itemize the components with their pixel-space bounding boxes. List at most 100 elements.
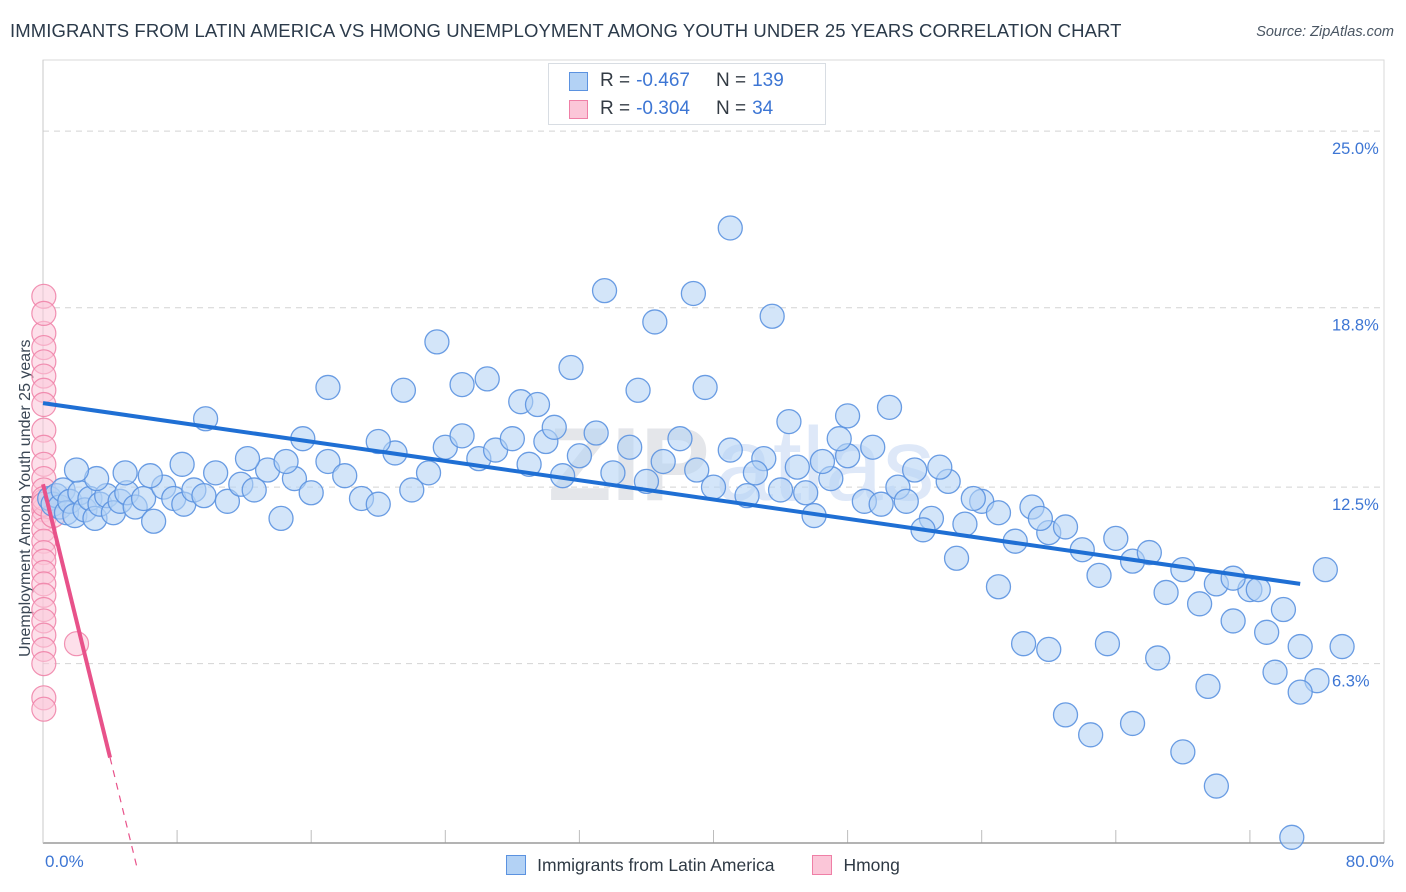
data-point-immigrants-latin-america[interactable] [784,454,810,480]
data-point-immigrants-latin-america[interactable] [191,482,217,509]
data-point-immigrants-latin-america[interactable] [1010,631,1037,657]
data-point-immigrants-latin-america[interactable] [399,477,425,503]
data-point-immigrants-latin-america[interactable] [1279,824,1305,850]
data-point-immigrants-latin-america[interactable] [1329,633,1355,660]
data-point-immigrants-latin-america[interactable] [617,434,643,460]
data-point-immigrants-latin-america[interactable] [268,505,294,532]
data-point-immigrants-latin-america[interactable] [600,460,626,486]
data-point-immigrants-latin-america[interactable] [1027,505,1054,532]
data-point-immigrants-latin-america[interactable] [332,463,358,489]
data-point-immigrants-latin-america[interactable] [1094,631,1121,657]
data-point-immigrants-latin-america[interactable] [834,403,861,429]
data-point-immigrants-latin-america[interactable] [767,477,794,503]
data-point-immigrants-latin-america[interactable] [960,485,986,512]
data-point-immigrants-latin-america[interactable] [650,448,676,475]
data-point-hmong[interactable] [31,651,57,677]
data-point-immigrants-latin-america[interactable] [541,414,567,440]
data-point-hmong[interactable] [31,696,57,722]
data-point-immigrants-latin-america[interactable] [776,408,802,435]
data-point-immigrants-latin-america[interactable] [234,445,261,472]
data-point-immigrants-latin-america[interactable] [583,420,609,446]
data-point-immigrants-latin-america[interactable] [415,460,442,486]
data-point-immigrants-latin-america[interactable] [591,277,618,304]
data-point-immigrants-latin-america[interactable] [499,426,525,452]
data-point-immigrants-latin-america[interactable] [985,500,1012,526]
data-point-immigrants-latin-america[interactable] [315,448,341,475]
data-point-immigrants-latin-america[interactable] [1170,739,1196,765]
data-point-immigrants-latin-america[interactable] [1036,636,1062,663]
data-point-immigrants-latin-america[interactable] [566,443,593,469]
data-point-immigrants-latin-america[interactable] [893,488,919,514]
trendline-hmong [41,483,112,759]
data-point-immigrants-latin-america[interactable] [1078,722,1104,748]
source-label: Source: ZipAtlas.com [1256,24,1394,40]
data-point-immigrants-latin-america[interactable] [315,374,341,401]
data-point-immigrants-latin-america[interactable] [1287,633,1313,660]
data-point-immigrants-latin-america[interactable] [298,480,324,506]
data-point-immigrants-latin-america[interactable] [943,545,970,571]
data-point-immigrants-latin-america[interactable] [203,460,229,486]
data-point-immigrants-latin-america[interactable] [365,491,391,517]
data-point-immigrants-latin-america[interactable] [390,377,417,403]
legend-item-hmong[interactable]: Hmong [812,855,900,876]
data-point-immigrants-latin-america[interactable] [1220,565,1246,591]
data-point-immigrants-latin-america[interactable] [1145,645,1171,671]
data-point-immigrants-latin-america[interactable] [1195,673,1221,700]
data-point-immigrants-latin-america[interactable] [625,377,651,403]
data-point-immigrants-latin-america[interactable] [868,491,894,517]
data-point-immigrants-latin-america[interactable] [1312,557,1338,583]
data-point-immigrants-latin-america[interactable] [642,309,668,335]
data-point-immigrants-latin-america[interactable] [1052,514,1079,540]
data-point-immigrants-latin-america[interactable] [826,426,852,452]
data-point-immigrants-latin-america[interactable] [558,354,584,381]
data-point-immigrants-latin-america[interactable] [1203,773,1230,799]
data-point-immigrants-latin-america[interactable] [474,366,500,392]
data-point-immigrants-latin-america[interactable] [1086,562,1112,589]
data-point-immigrants-latin-america[interactable] [140,508,167,534]
data-point-immigrants-latin-america[interactable] [692,374,718,401]
data-point-immigrants-latin-america[interactable] [717,437,743,463]
data-point-immigrants-latin-america[interactable] [241,477,267,503]
data-point-immigrants-latin-america[interactable] [169,451,195,477]
data-point-immigrants-latin-america[interactable] [759,303,785,329]
data-point-immigrants-latin-america[interactable] [1262,659,1288,685]
data-point-immigrants-latin-america[interactable] [985,574,1012,600]
y-axis-tick-label-18.8: 18.8% [1332,317,1379,335]
data-point-immigrants-latin-america[interactable] [1254,619,1280,645]
data-point-immigrants-latin-america[interactable] [927,454,953,480]
data-point-immigrants-latin-america[interactable] [700,474,727,500]
data-point-immigrants-latin-america[interactable] [809,448,836,475]
data-point-immigrants-latin-america[interactable] [214,488,241,514]
data-point-immigrants-latin-america[interactable] [449,423,475,449]
data-point-immigrants-latin-america[interactable] [137,463,163,489]
data-point-immigrants-latin-america[interactable] [1119,710,1146,737]
data-point-immigrants-latin-america[interactable] [684,457,710,483]
data-point-immigrants-latin-america[interactable] [424,329,450,355]
data-point-immigrants-latin-america[interactable] [793,480,819,506]
data-point-immigrants-latin-america[interactable] [130,485,157,512]
data-point-immigrants-latin-america[interactable] [1136,539,1162,566]
data-point-immigrants-latin-america[interactable] [680,280,707,307]
data-point-immigrants-latin-america[interactable] [365,428,391,455]
data-point-immigrants-latin-america[interactable] [876,394,903,421]
data-point-immigrants-latin-america[interactable] [1220,608,1246,634]
data-point-immigrants-latin-america[interactable] [1103,525,1129,551]
legend-item-immigrants-latin-america[interactable]: Immigrants from Latin America [506,855,774,876]
data-point-immigrants-latin-america[interactable] [63,457,90,483]
data-point-hmong[interactable] [31,300,57,327]
data-point-immigrants-latin-america[interactable] [860,434,886,460]
data-point-immigrants-latin-america[interactable] [717,215,743,241]
data-point-immigrants-latin-america[interactable] [902,457,928,483]
data-point-immigrants-latin-america[interactable] [273,448,299,475]
data-point-immigrants-latin-america[interactable] [112,460,138,486]
data-point-immigrants-latin-america[interactable] [524,391,551,418]
data-point-immigrants-latin-america[interactable] [1245,576,1271,603]
data-point-immigrants-latin-america[interactable] [1270,596,1297,623]
data-point-immigrants-latin-america[interactable] [1052,702,1079,728]
data-point-immigrants-latin-america[interactable] [1153,579,1179,606]
data-point-immigrants-latin-america[interactable] [1287,679,1313,705]
data-point-immigrants-latin-america[interactable] [449,371,475,398]
data-point-immigrants-latin-america[interactable] [667,426,693,452]
data-point-immigrants-latin-america[interactable] [742,460,769,486]
data-point-immigrants-latin-america[interactable] [1186,591,1213,617]
